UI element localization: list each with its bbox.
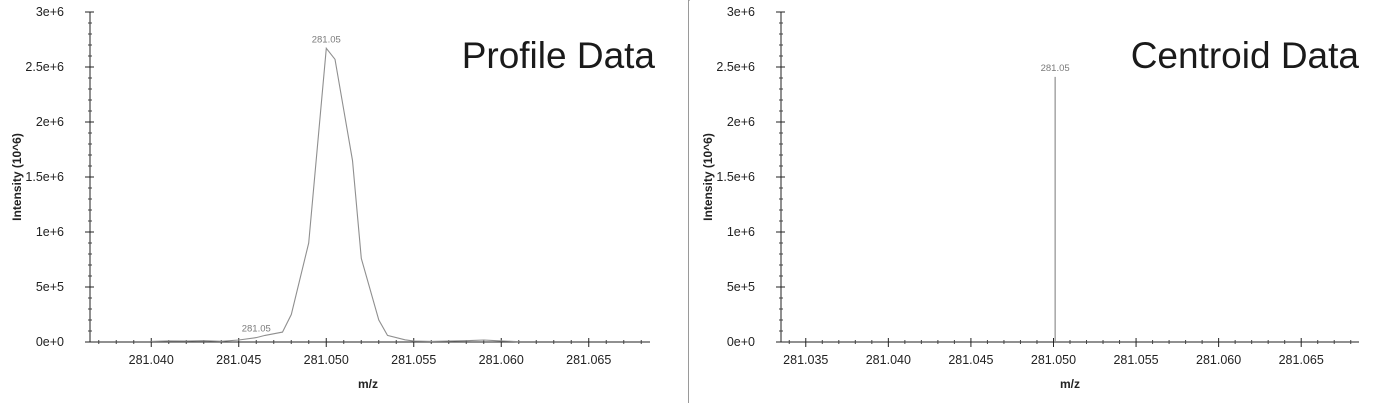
profile-y-tick-label: 2e+6	[36, 115, 64, 129]
profile-chart: Profile Data 0e+0 5e+5 1e+6 1.5e+6 2e+6 2.5e+…	[10, 5, 656, 391]
centroid-x-tick-label: 281.035	[783, 353, 828, 367]
profile-y-tick-label: 2.5e+6	[25, 60, 64, 74]
centroid-y-tick-label: 1.5e+6	[716, 170, 755, 184]
centroid-y-axis-title: Intensity (10^6)	[701, 133, 715, 221]
centroid-x-tick-label: 281.040	[866, 353, 911, 367]
centroid-x-axis-title: m/z	[1060, 377, 1080, 391]
centroid-chart: Centroid Data 0e+0 5e+5 1e+6 1.5e+6 2e+6 2.5e…	[701, 5, 1360, 391]
centroid-peak-label: 281.05	[1041, 63, 1070, 74]
profile-y-tick-label: 0e+0	[36, 335, 64, 349]
centroid-y-tick-label: 1e+6	[727, 225, 755, 239]
centroid-y-tick-label: 2.5e+6	[716, 60, 755, 74]
centroid-y-tick-label: 0e+0	[727, 335, 755, 349]
profile-x-tick-label: 281.045	[216, 353, 261, 367]
profile-chart-panel: Profile Data 0e+0 5e+5 1e+6 1.5e+6 2e+6 2.5e+…	[0, 0, 689, 403]
centroid-y-tick-label: 3e+6	[727, 5, 755, 19]
centroid-x-tick-label: 281.045	[948, 353, 993, 367]
profile-peak-label: 281.05	[312, 34, 341, 45]
profile-x-tick-label: 281.050	[304, 353, 349, 367]
centroid-x-tick-label: 281.050	[1031, 353, 1076, 367]
profile-peak-label: 281.05	[242, 324, 271, 335]
profile-y-tick-label: 1.5e+6	[25, 170, 64, 184]
centroid-chart-title: Centroid Data	[1131, 35, 1360, 76]
profile-x-tick-label: 281.055	[391, 353, 436, 367]
centroid-x-tick-label: 281.060	[1196, 353, 1241, 367]
profile-series-line	[151, 46, 519, 343]
profile-y-tick-label: 5e+5	[36, 280, 64, 294]
profile-x-tick-label: 281.060	[479, 353, 524, 367]
profile-y-tick-label: 1e+6	[36, 225, 64, 239]
centroid-x-tick-label: 281.065	[1279, 353, 1324, 367]
profile-chart-title: Profile Data	[462, 35, 656, 76]
profile-y-axis-title: Intensity (10^6)	[10, 133, 24, 221]
profile-x-axis-title: m/z	[358, 377, 378, 391]
centroid-x-tick-label: 281.055	[1113, 353, 1158, 367]
centroid-y-tick-label: 5e+5	[727, 280, 755, 294]
profile-x-tick-label: 281.040	[129, 353, 174, 367]
centroid-y-tick-label: 2e+6	[727, 115, 755, 129]
centroid-chart-panel: Centroid Data 0e+0 5e+5 1e+6 1.5e+6 2e+6 2.5e…	[690, 0, 1395, 403]
profile-x-tick-label: 281.065	[566, 353, 611, 367]
panel-divider	[688, 0, 689, 403]
profile-y-tick-label: 3e+6	[36, 5, 64, 19]
